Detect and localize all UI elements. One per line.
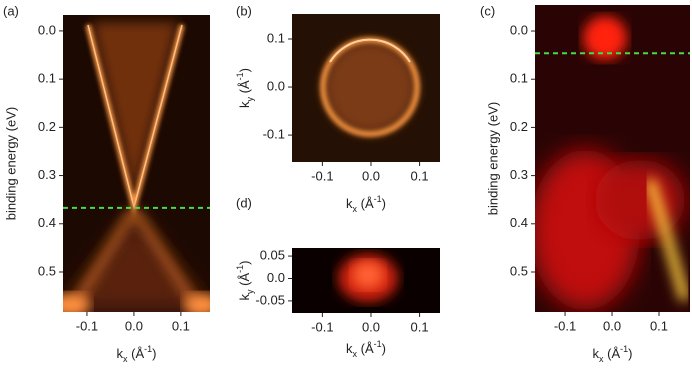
label-part: k (237, 101, 252, 108)
y-tick-label: 0.0 (510, 22, 528, 37)
label-part: x (599, 354, 604, 364)
y-tick-label: -0.1 (263, 127, 285, 142)
image-d (292, 248, 440, 313)
label-part: ) (237, 261, 252, 265)
label-part: (Å (237, 273, 252, 290)
label-part: y (245, 289, 255, 294)
label-part: ) (152, 346, 156, 361)
label-part: x (123, 354, 128, 364)
label-part: -1 (620, 344, 628, 354)
label-part: x (353, 349, 358, 359)
label-part: k (593, 346, 600, 361)
panel-label: (d) (236, 195, 252, 210)
label-part: (Å (357, 196, 374, 211)
label-part: (Å (237, 80, 252, 97)
x-tick-label: 0.1 (650, 318, 668, 333)
label-part: ) (628, 346, 632, 361)
label-part: -1 (235, 265, 245, 273)
panel-label: (b) (236, 3, 252, 18)
axis-label: kx (Å-1) (346, 339, 386, 359)
image-a (63, 15, 210, 312)
label-part: k (237, 293, 252, 300)
y-tick-label: 0.1 (38, 71, 56, 86)
y-tick-label: 0.05 (260, 248, 285, 263)
label-part: ) (382, 341, 386, 356)
panel-label: (a) (3, 3, 19, 18)
y-tick-label: 0.1 (267, 30, 285, 45)
x-tick-label: 0.1 (172, 318, 190, 333)
y-tick-label: 0.4 (38, 215, 56, 230)
label-part: x (353, 204, 358, 214)
label-part: k (346, 196, 353, 211)
y-tick-label: -0.05 (255, 292, 285, 307)
y-tick-label: 0.5 (38, 263, 56, 278)
label-part: -1 (235, 72, 245, 80)
y-tick-label: 0.0 (267, 78, 285, 93)
label-part: (Å (357, 341, 374, 356)
label-part: -1 (374, 194, 382, 204)
label-part: (Å (604, 346, 621, 361)
label-part: k (346, 341, 353, 356)
y-tick-label: 0.0 (38, 22, 56, 37)
x-tick-label: -0.1 (76, 318, 98, 333)
label-part: ) (382, 196, 386, 211)
y-tick-label: 0.3 (510, 167, 528, 182)
x-tick-label: -0.1 (311, 319, 333, 334)
axis-label: binding energy (eV) (3, 107, 18, 220)
y-tick-label: 0.3 (38, 167, 56, 182)
x-tick-label: 0.0 (362, 168, 380, 183)
axis-label: ky (Å-1) (235, 261, 255, 301)
x-tick-label: 0.1 (411, 168, 429, 183)
label-part: k (117, 346, 124, 361)
axis-label: kx (Å-1) (346, 194, 386, 214)
label-part: (Å (128, 346, 145, 361)
image-b (292, 14, 440, 162)
x-tick-label: 0.0 (362, 319, 380, 334)
y-tick-label: 0.2 (38, 119, 56, 134)
axis-label: ky (Å-1) (235, 68, 255, 108)
axis-label: binding energy (eV) (485, 102, 500, 215)
x-tick-label: -0.1 (554, 318, 576, 333)
x-tick-label: 0.1 (411, 319, 429, 334)
label-part: -1 (144, 344, 152, 354)
y-tick-label: 0.5 (510, 263, 528, 278)
x-tick-label: -0.1 (311, 168, 333, 183)
y-tick-label: 0.0 (267, 270, 285, 285)
y-tick-label: 0.2 (510, 119, 528, 134)
y-tick-label: 0.4 (510, 215, 528, 230)
image-c (535, 5, 690, 312)
y-tick-label: 0.1 (510, 71, 528, 86)
label-part: y (245, 96, 255, 101)
x-tick-label: 0.0 (125, 318, 143, 333)
x-tick-label: 0.0 (603, 318, 621, 333)
label-part: ) (237, 68, 252, 72)
axis-label: kx (Å-1) (593, 344, 633, 364)
panel-label: (c) (480, 3, 495, 18)
axis-label: kx (Å-1) (117, 344, 157, 364)
label-part: -1 (374, 339, 382, 349)
